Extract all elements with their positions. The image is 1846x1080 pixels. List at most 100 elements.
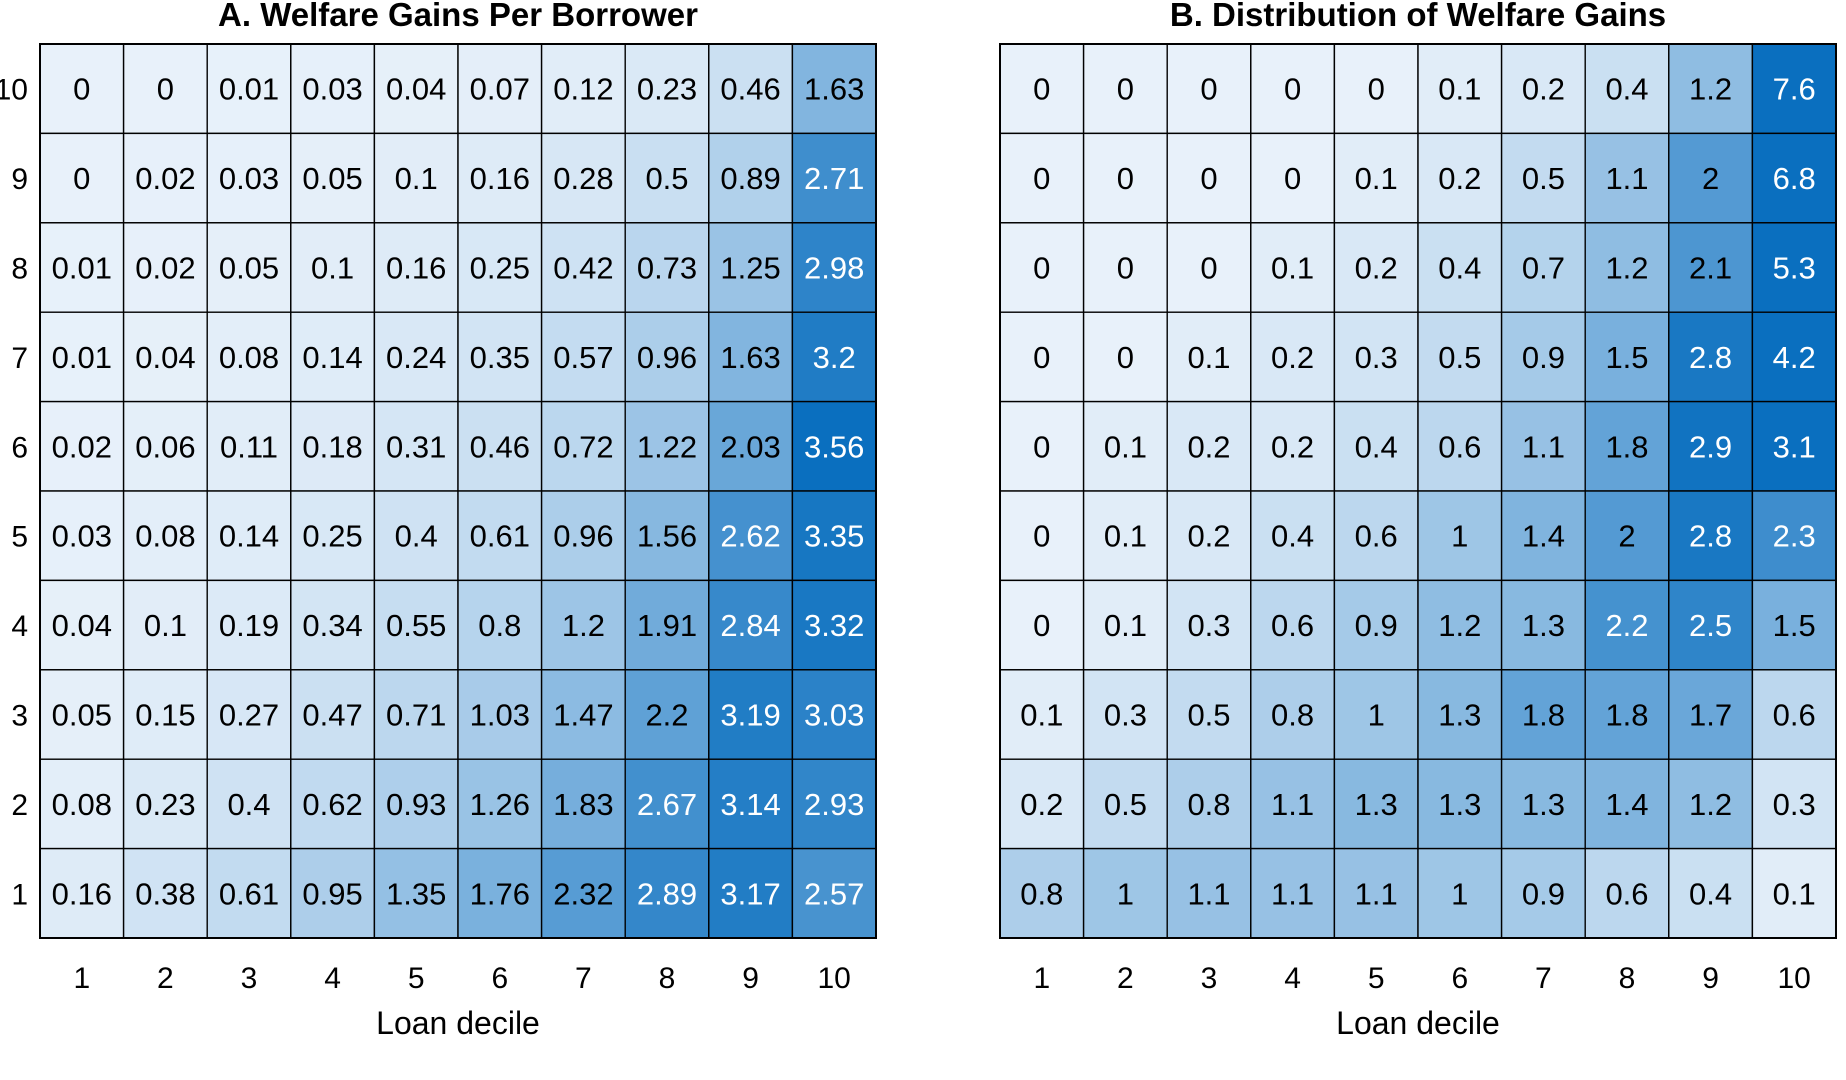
- heatmap-cell: [1082, 400, 1168, 492]
- heatmap-cell: [1082, 132, 1168, 224]
- cell-value-label: 0: [1284, 161, 1301, 196]
- heatmap-cell: [1500, 758, 1586, 850]
- cell-value-label: 0: [1033, 519, 1050, 554]
- cell-value-label: 0.4: [1438, 251, 1481, 286]
- heatmap-cell: [791, 579, 877, 671]
- cell-value-label: 1.3: [1438, 698, 1481, 733]
- cell-value-label: 0.18: [302, 429, 362, 464]
- cell-value-label: 0.8: [1020, 876, 1063, 911]
- cell-value-label: 2.8: [1689, 519, 1732, 554]
- cell-value-label: 0.62: [302, 787, 362, 822]
- cell-value-label: 0.72: [553, 429, 613, 464]
- heatmap-cell: [708, 311, 794, 403]
- cell-value-label: 0.1: [144, 608, 187, 643]
- cell-value-label: 0.4: [395, 519, 438, 554]
- panel-b: B. Distribution of Welfare Gains 0 0 0 0 0 0.1…: [999, 0, 1837, 1041]
- cell-value-label: 2.3: [1773, 519, 1816, 554]
- cell-value-label: 2.2: [645, 698, 688, 733]
- heatmap-cell: [1500, 669, 1586, 760]
- cell-value-label: 1.7: [1689, 698, 1732, 733]
- cell-value-label: 1: [1451, 519, 1468, 554]
- cell-value-label: 0.01: [52, 340, 112, 375]
- y-tick-label: 1: [11, 878, 28, 911]
- x-tick-label: 1: [1033, 962, 1050, 995]
- cell-value-label: 0: [1200, 251, 1217, 286]
- cell-value-label: 0.31: [386, 429, 446, 464]
- cell-value-label: 0.8: [1271, 698, 1314, 733]
- cell-value-label: 0.04: [135, 340, 195, 375]
- cell-value-label: 1.1: [1271, 876, 1314, 911]
- heatmap-cell: [791, 400, 877, 492]
- cell-value-label: 0.9: [1355, 608, 1398, 643]
- heatmap-cell: [1250, 222, 1336, 313]
- cell-value-label: 0.1: [1104, 608, 1147, 643]
- heatmap-cell: [624, 579, 710, 671]
- cell-value-label: 0.2: [1355, 251, 1398, 286]
- cell-value-label: 0.05: [302, 161, 362, 196]
- cell-value-label: 0: [1033, 72, 1050, 107]
- cell-value-label: 0.3: [1773, 787, 1816, 822]
- heatmap-cell: [540, 311, 626, 403]
- cell-value-label: 0.8: [478, 608, 521, 643]
- heatmap-cell: [1584, 579, 1670, 671]
- cell-value-label: 2.5: [1689, 608, 1732, 643]
- cell-value-label: 1.35: [386, 876, 446, 911]
- heatmap-cell: [624, 847, 710, 939]
- heatmap-cell: [1668, 758, 1754, 850]
- cell-value-label: 2.1: [1689, 251, 1732, 286]
- x-tick-label: 6: [1451, 962, 1468, 995]
- cell-value-label: 0: [1284, 72, 1301, 107]
- cell-value-label: 1.8: [1522, 698, 1565, 733]
- cell-value-label: 0.3: [1355, 340, 1398, 375]
- heatmap-cell: [540, 847, 626, 939]
- cell-value-label: 0: [1033, 340, 1050, 375]
- panel-a: A. Welfare Gains Per Borrower 0 0 0.01 0.03 0…: [0, 0, 877, 1041]
- cell-value-label: 2.32: [553, 876, 613, 911]
- heatmap-cell: [708, 758, 794, 850]
- heatmap-cell: [624, 132, 710, 224]
- cell-value-label: 0.16: [52, 876, 112, 911]
- cell-value-label: 1.76: [470, 876, 530, 911]
- x-tick-label: 8: [659, 962, 676, 995]
- heatmap-cell: [708, 132, 794, 224]
- heatmap-cell: [1751, 490, 1837, 582]
- cell-value-label: 0: [1368, 72, 1385, 107]
- heatmap-cell: [122, 758, 208, 850]
- heatmap-cell: [1333, 579, 1419, 671]
- cell-value-label: 1.56: [637, 519, 697, 554]
- cell-value-label: 1.1: [1522, 429, 1565, 464]
- heatmap-cell: [457, 847, 543, 939]
- cell-value-label: 0.61: [219, 876, 279, 911]
- heatmap-cell: [457, 579, 543, 671]
- cell-value-label: 0.06: [135, 429, 195, 464]
- cell-value-label: 1: [1117, 876, 1134, 911]
- heatmap-cell: [39, 43, 125, 135]
- heatmap-cell: [1751, 222, 1837, 313]
- cell-value-label: 2.9: [1689, 429, 1732, 464]
- heatmap-cell: [206, 400, 292, 492]
- heatmap-cell: [1668, 490, 1754, 582]
- cell-value-label: 0.46: [470, 429, 530, 464]
- cell-value-label: 1.2: [1605, 251, 1648, 286]
- heatmap-cell: [708, 579, 794, 671]
- cell-value-label: 1.3: [1355, 787, 1398, 822]
- cell-value-label: 0: [1200, 161, 1217, 196]
- heatmap-cell: [1751, 758, 1837, 850]
- heatmap-cell: [1250, 847, 1336, 939]
- heatmap-cell: [1333, 132, 1419, 224]
- heatmap-cell: [122, 400, 208, 492]
- heatmap-cell: [1166, 400, 1252, 492]
- heatmap-cell: [1333, 669, 1419, 760]
- heatmap-cell: [39, 222, 125, 313]
- cell-value-label: 2.84: [720, 608, 780, 643]
- heatmap-cell: [1082, 758, 1168, 850]
- cell-value-label: 0.5: [645, 161, 688, 196]
- cell-value-label: 6.8: [1773, 161, 1816, 196]
- heatmap-cell: [1166, 132, 1252, 224]
- cell-value-label: 0.04: [386, 72, 446, 107]
- cell-value-label: 1: [1368, 698, 1385, 733]
- cell-value-label: 0.03: [52, 519, 112, 554]
- heatmap-cell: [457, 490, 543, 582]
- heatmap-cell: [1166, 579, 1252, 671]
- heatmap-cell: [1166, 847, 1252, 939]
